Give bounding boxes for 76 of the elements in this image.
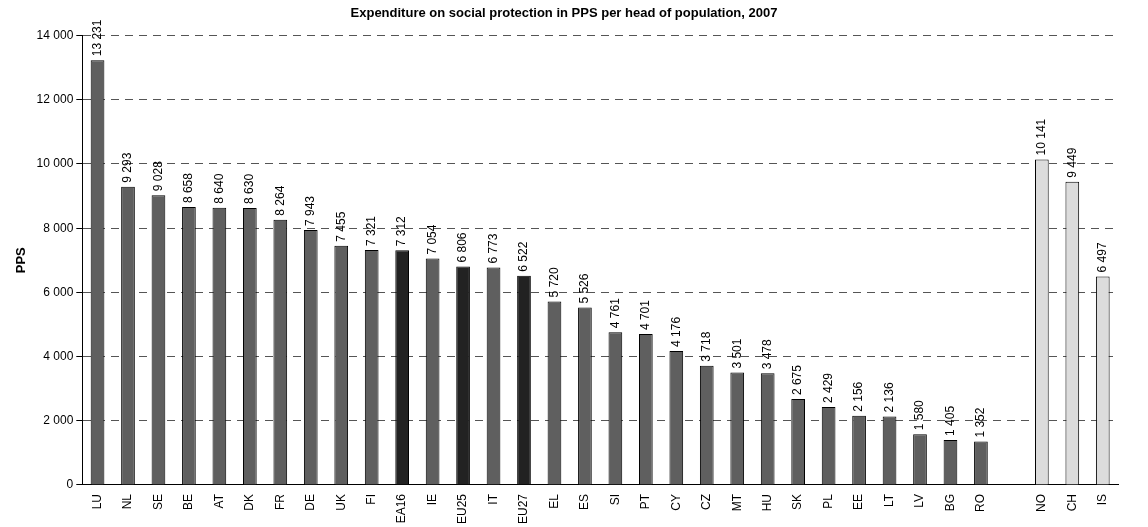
y-tick-label: 8 000	[43, 220, 74, 235]
data-label: 8 640	[211, 173, 226, 204]
data-label: 9 449	[1064, 147, 1079, 178]
y-tick-label: 10 000	[36, 156, 74, 171]
x-tick-label: ES	[577, 493, 592, 510]
data-label: 8 658	[181, 172, 196, 204]
x-tick-label: EL	[546, 493, 561, 509]
y-axis-title: PPS	[13, 246, 29, 274]
x-tick-label: LU	[89, 493, 104, 510]
data-label: 6 806	[455, 232, 470, 263]
x-tick-label: NO	[1034, 493, 1049, 512]
data-label: 4 701	[638, 299, 653, 331]
data-label: 3 718	[699, 331, 714, 362]
x-tick-label: RO	[973, 493, 988, 512]
y-tick-label: 6 000	[43, 284, 74, 299]
data-label: 6 522	[516, 241, 531, 272]
data-label: 4 176	[668, 316, 683, 347]
data-label: 13 231	[89, 19, 104, 57]
x-tick-label: FR	[272, 493, 287, 510]
data-label: 8 630	[242, 173, 257, 204]
data-label: 2 675	[790, 364, 805, 396]
data-label: 1 352	[973, 407, 988, 438]
data-label: 2 429	[820, 372, 835, 404]
x-tick-label: DE	[303, 493, 318, 511]
x-tick-label: PT	[638, 493, 653, 510]
data-label: 1 405	[942, 405, 957, 436]
data-label: 7 054	[424, 224, 439, 255]
x-tick-label: LV	[912, 493, 927, 508]
y-tick-label: 0	[66, 477, 74, 492]
x-tick-label: EU25	[455, 493, 470, 525]
x-tick-label: DK	[242, 493, 257, 511]
data-label: 5 720	[546, 267, 561, 298]
x-tick-label: EU27	[516, 493, 531, 525]
x-tick-label: BE	[181, 493, 196, 510]
x-tick-label: FI	[364, 493, 378, 505]
x-tick-label: AT	[211, 493, 226, 509]
data-label: 6 497	[1095, 242, 1110, 273]
data-label: 2 156	[851, 381, 866, 412]
data-label: 10 141	[1034, 118, 1049, 156]
data-label: 3 501	[729, 338, 744, 369]
data-label: 9 028	[150, 160, 165, 192]
data-label: 4 761	[607, 297, 622, 329]
data-label: 6 773	[485, 233, 500, 264]
data-label: 7 312	[394, 215, 409, 247]
x-tick-label: SE	[150, 493, 165, 510]
x-tick-label: SI	[607, 493, 622, 506]
data-label: 7 943	[303, 195, 318, 227]
x-tick-label: IE	[424, 493, 439, 506]
x-tick-label: HU	[760, 493, 774, 512]
x-tick-label: EA16	[394, 493, 409, 524]
data-label: 8 264	[272, 185, 287, 216]
x-tick-label: NL	[120, 493, 135, 510]
y-tick-label: 14 000	[36, 27, 74, 42]
data-label: 7 455	[333, 211, 348, 242]
x-tick-label: BG	[942, 493, 957, 512]
y-tick-label: 4 000	[43, 348, 74, 363]
chart-title: Expenditure on social protection in PPS per head of population, 2007	[350, 5, 778, 21]
x-tick-label: IS	[1095, 493, 1110, 506]
data-label: 5 526	[577, 273, 592, 304]
x-tick-label: CY	[668, 493, 683, 511]
x-tick-label: UK	[333, 493, 348, 511]
x-tick-label: PL	[820, 493, 835, 509]
y-tick-label: 12 000	[36, 92, 74, 107]
data-label: 2 136	[881, 382, 896, 413]
x-tick-label: CH	[1064, 493, 1079, 512]
data-label: 9 293	[120, 152, 135, 183]
x-tick-label: SK	[790, 493, 805, 510]
data-label: 3 478	[760, 338, 774, 370]
x-tick-label: LT	[881, 493, 896, 508]
x-tick-label: CZ	[699, 493, 714, 510]
x-tick-label: IT	[485, 493, 500, 505]
data-label: 1 580	[912, 399, 927, 431]
y-tick-label: 2 000	[43, 413, 74, 428]
x-tick-label: MT	[729, 493, 744, 512]
data-label: 7 321	[364, 215, 378, 246]
x-tick-label: EE	[851, 493, 866, 510]
